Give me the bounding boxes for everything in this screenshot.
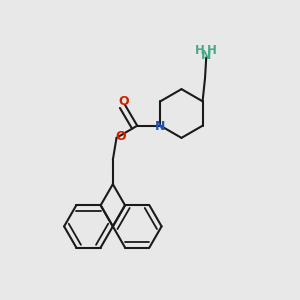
Text: O: O [118,95,129,108]
Text: H: H [195,44,205,57]
Text: H: H [207,44,217,57]
Text: O: O [115,130,126,143]
Text: N: N [155,120,166,133]
Text: N: N [201,50,211,62]
